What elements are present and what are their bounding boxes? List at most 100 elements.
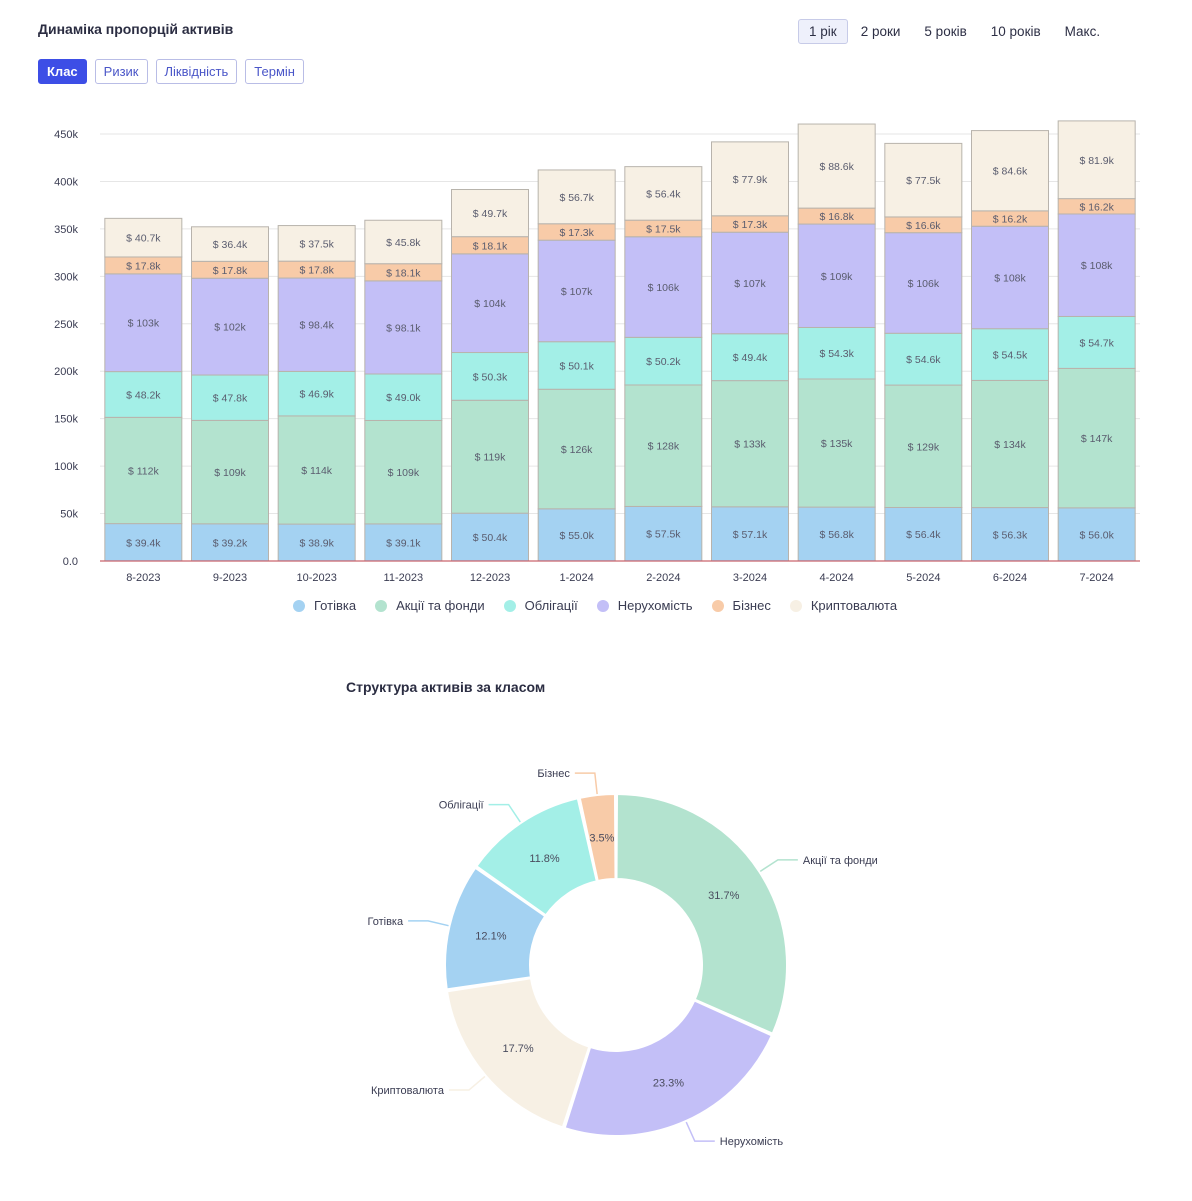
grouping-tab-liquidity[interactable]: Ліквідність: [155, 59, 238, 84]
data-label: $ 54.3k: [819, 348, 854, 360]
data-label: $ 18.1k: [386, 267, 421, 279]
donut-slice: [563, 999, 774, 1137]
data-label: $ 77.9k: [733, 174, 768, 186]
bar-segment: [624, 166, 703, 221]
y-tick-label: 0.0: [63, 556, 78, 568]
bar-segment: [364, 373, 443, 421]
bar-segment: [711, 231, 789, 335]
data-label: $ 57.5k: [646, 529, 681, 541]
slice-percent-label: 3.5%: [589, 832, 614, 844]
x-tick-label: 4-2024: [820, 572, 854, 584]
data-label: $ 56.3k: [993, 529, 1028, 541]
data-label: $ 45.8k: [386, 237, 421, 249]
legend-item-cash[interactable]: Готівка: [293, 598, 356, 613]
data-label: $ 128k: [648, 441, 680, 453]
bar-segment: [277, 523, 356, 562]
slice-leader-line: [408, 920, 449, 927]
donut-slice: [475, 797, 598, 917]
legend-dot-icon: [375, 599, 388, 612]
grouping-tab-term[interactable]: Термін: [245, 59, 304, 84]
data-label: $ 119k: [475, 452, 506, 464]
bar-segment: [191, 374, 269, 421]
data-label: $ 56.7k: [559, 192, 594, 204]
bar-segment: [277, 277, 356, 372]
slice-leader-line: [685, 1121, 715, 1142]
data-label: $ 109k: [214, 467, 246, 479]
range-tab-max[interactable]: Макс.: [1054, 19, 1111, 44]
bar-segment: [884, 142, 963, 218]
data-label: $ 147k: [1081, 433, 1113, 445]
slice-leader-line: [448, 1075, 486, 1091]
data-label: $ 39.2k: [213, 537, 248, 549]
slice-percent-label: 11.8%: [529, 853, 560, 865]
slice-name-label: Криптовалюта: [371, 1085, 445, 1097]
bar-segment: [537, 169, 616, 225]
bar-segment: [104, 523, 183, 562]
donut-slice: [445, 977, 591, 1129]
data-label: $ 114k: [301, 465, 332, 477]
data-label: $ 126k: [561, 444, 593, 456]
legend-item-business[interactable]: Бізнес: [711, 598, 771, 613]
data-label: $ 112k: [128, 465, 159, 477]
bar-segment: [971, 225, 1049, 330]
data-label: $ 54.6k: [906, 354, 941, 366]
range-tab-2-years[interactable]: 2 роки: [850, 19, 912, 44]
data-label: $ 16.8k: [819, 211, 854, 223]
data-label: $ 103k: [128, 318, 160, 330]
data-label: $ 55.0k: [559, 530, 594, 542]
slice-percent-label: 31.7%: [708, 890, 739, 902]
data-label: $ 135k: [821, 438, 853, 450]
y-tick-label: 100k: [54, 461, 78, 473]
data-label: $ 37.5k: [299, 238, 334, 250]
y-tick-label: 50k: [60, 509, 78, 521]
data-label: $ 56.8k: [819, 529, 854, 541]
legend-item-bonds[interactable]: Облігації: [503, 598, 578, 613]
legend-item-real-estate[interactable]: Нерухомість: [596, 598, 693, 613]
data-label: $ 16.6k: [906, 220, 941, 232]
bar-segment: [277, 370, 356, 417]
bar-segment: [797, 378, 876, 508]
bar-segment: [711, 141, 789, 217]
x-tick-label: 11-2023: [384, 572, 424, 584]
range-tab-5-years[interactable]: 5 років: [913, 19, 977, 44]
stacked-bar-chart: 0.0 50k 100k 150k 200k 250k 300k 350k 400k 450k $ …: [54, 120, 1140, 584]
slice-name-label: Облігації: [439, 800, 484, 812]
range-tab-1-year[interactable]: 1 рік: [798, 19, 848, 44]
grouping-tab-class[interactable]: Клас: [38, 59, 87, 84]
legend-item-crypto[interactable]: Криптовалюта: [789, 598, 897, 613]
bar-segment: [1057, 367, 1136, 509]
bar-segment: [624, 336, 703, 386]
bar-segment: [451, 189, 529, 238]
legend-item-stocks[interactable]: Акції та фонди: [375, 598, 485, 613]
range-tab-10-years[interactable]: 10 років: [980, 19, 1052, 44]
bar-segment: [537, 341, 616, 390]
data-label: $ 129k: [908, 441, 940, 453]
chart-legend: Готівка Акції та фонди Облігації Нерухом…: [293, 598, 916, 613]
legend-label: Акції та фонди: [396, 598, 485, 613]
donut-chart: 31.7% Акції та фонди 23.3% Нерухомість 17.7%…: [368, 768, 878, 1148]
data-label: $ 40.7k: [126, 233, 161, 245]
x-tick-label: 2-2024: [646, 572, 680, 584]
legend-dot-icon: [789, 599, 802, 612]
data-label: $ 77.5k: [906, 175, 941, 187]
data-label: $ 17.5k: [646, 223, 681, 235]
slice-leader-line: [488, 803, 521, 823]
slice-leader-line: [574, 772, 598, 795]
data-label: $ 98.1k: [386, 322, 421, 334]
grouping-tab-risk[interactable]: Ризик: [94, 59, 148, 84]
data-label: $ 49.0k: [386, 392, 421, 404]
data-label: $ 106k: [908, 278, 940, 290]
slice-name-label: Бізнес: [537, 768, 570, 780]
bar-segment: [191, 419, 269, 525]
x-tick-label: 5-2024: [906, 572, 940, 584]
donut-slice: [578, 792, 617, 883]
bar-segment: [1057, 213, 1136, 317]
data-label: $ 98.4k: [299, 320, 334, 332]
data-label: $ 54.7k: [1079, 337, 1114, 349]
data-label: $ 84.6k: [993, 166, 1028, 178]
page-title: Динаміка пропорцій активів: [38, 21, 234, 37]
bar-segment: [191, 226, 269, 262]
data-label: $ 17.8k: [299, 265, 334, 277]
data-label: $ 57.1k: [733, 529, 768, 541]
data-label: $ 56.4k: [906, 529, 941, 541]
